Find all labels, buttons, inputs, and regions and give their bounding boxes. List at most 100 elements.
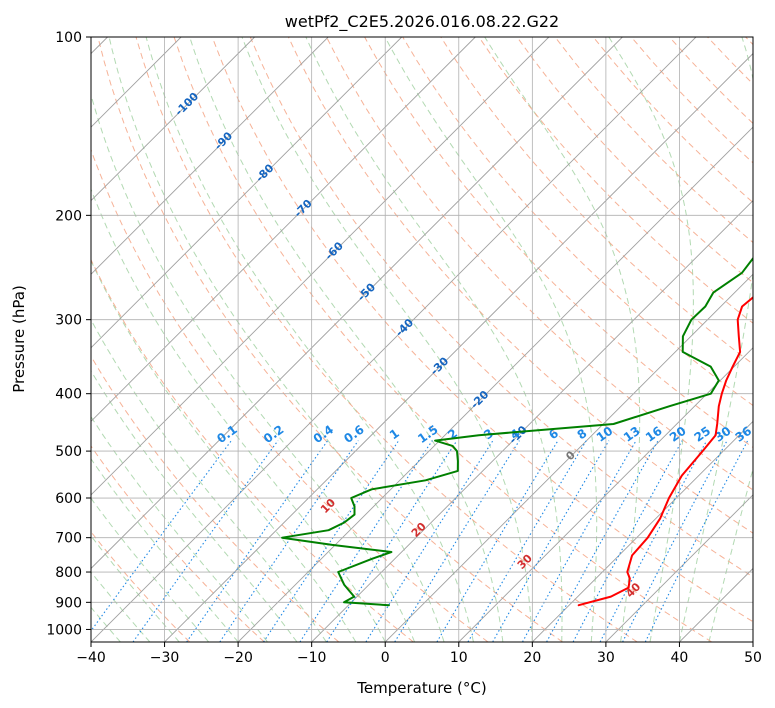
moist-adiabat-line xyxy=(241,37,533,642)
isotherm-label: -50 xyxy=(355,280,378,303)
moist-adiabat-line xyxy=(91,457,239,642)
moist-adiabat-line xyxy=(108,37,445,642)
mixing-ratio-line xyxy=(394,440,520,642)
isotherm-label: -80 xyxy=(253,161,276,184)
isotherm-line xyxy=(164,52,753,642)
isotherm-line xyxy=(752,641,753,642)
isotherm-line xyxy=(237,126,753,642)
dry-adiabat-line xyxy=(669,37,753,125)
dry-adiabat-line xyxy=(173,37,713,642)
mixing-ratio-line xyxy=(599,440,708,642)
x-tick-label: 0 xyxy=(381,650,390,666)
moist-adiabat-line xyxy=(145,37,474,642)
isotherm-line xyxy=(679,567,753,642)
isotherm-label: -60 xyxy=(323,239,346,262)
mixing-ratio-label: 16 xyxy=(643,424,665,445)
isotherm-label: -20 xyxy=(468,388,491,411)
mixing-ratio-line xyxy=(467,440,587,642)
isotherm-line xyxy=(91,37,403,349)
dry-adiabat-line xyxy=(516,37,753,284)
isotherm-line xyxy=(532,420,753,642)
moist-adiabat-line xyxy=(484,37,641,642)
mixing-ratio-line xyxy=(299,440,433,642)
x-axis-label: Temperature (°C) xyxy=(356,679,486,697)
dry-adiabat-line xyxy=(440,37,753,365)
dry-adiabat-line xyxy=(91,148,489,642)
dry-adiabat-line xyxy=(91,445,265,642)
mixing-ratio-label: 0.6 xyxy=(341,422,366,446)
moist-adiabat-line xyxy=(384,37,598,642)
x-tick-label: 10 xyxy=(450,650,468,666)
dry-adiabat-line xyxy=(135,37,638,642)
mixing-ratio-line xyxy=(91,440,232,632)
mixing-ratio-label: 1 xyxy=(387,426,402,442)
moist-adiabat-line xyxy=(305,37,563,642)
mixing-ratio-line xyxy=(572,440,683,642)
y-tick-label: 1000 xyxy=(46,622,82,638)
skewed-isotherms xyxy=(91,37,753,642)
isotherm-line xyxy=(605,494,753,642)
profile-series xyxy=(281,256,753,607)
y-tick-label: 300 xyxy=(55,313,82,329)
x-tick-label: −30 xyxy=(150,650,180,666)
dry-adiabat-line xyxy=(249,37,753,578)
isotherm-line xyxy=(384,273,753,642)
mixing-ratio-line xyxy=(644,440,749,642)
x-tick-label: −10 xyxy=(297,650,327,666)
y-tick-label: 100 xyxy=(55,30,82,46)
moist-adiabat-line xyxy=(608,37,694,642)
moist-adiabat-line xyxy=(91,415,268,642)
mixing-ratio-label: 0.2 xyxy=(261,422,286,446)
y-tick-label: 800 xyxy=(55,565,82,581)
y-axis-label: Pressure (hPa) xyxy=(10,285,28,393)
moist-adiabat-line xyxy=(189,37,504,642)
mixing-ratio-lines xyxy=(91,440,749,642)
mixing-ratio-line xyxy=(132,440,279,642)
moist-adiabat-line xyxy=(708,467,753,642)
x-tick-label: 50 xyxy=(744,650,762,666)
dry-adiabats xyxy=(91,37,753,642)
mixing-ratio-line xyxy=(436,440,559,642)
mixing-ratio-line xyxy=(546,440,659,642)
dry-adiabat-line xyxy=(478,37,753,324)
mixing-ratio-line xyxy=(492,440,610,642)
dry-adiabat-line xyxy=(326,37,753,491)
mixing-ratio-label: 36 xyxy=(733,424,755,445)
moist-adiabat-line xyxy=(91,369,298,642)
x-tick-label: −20 xyxy=(223,650,253,666)
isotherm-line xyxy=(91,37,623,570)
dry-adiabat-line xyxy=(211,37,753,623)
mixing-ratio-label: 0.1 xyxy=(214,422,239,446)
y-axis-ticks: 100 200 300 400 500 600 700 800 900 1000 xyxy=(46,30,91,638)
y-tick-label: 400 xyxy=(55,387,82,403)
dry-adiabat-line xyxy=(554,37,753,244)
mixing-ratio-line xyxy=(263,440,400,642)
isotherm-line xyxy=(91,37,329,275)
grid-lines xyxy=(91,37,753,642)
mixing-ratio-label: 10 xyxy=(594,424,616,445)
x-tick-label: −40 xyxy=(76,650,106,666)
mixing-ratio-line xyxy=(365,440,494,642)
x-tick-label: 40 xyxy=(671,650,689,666)
mixing-ratio-line xyxy=(219,440,359,642)
isotherm-line xyxy=(91,37,255,202)
mixing-ratio-label: 1.5 xyxy=(415,422,440,446)
isotherm-label: -30 xyxy=(428,354,451,377)
dry-adiabat-line xyxy=(745,37,753,46)
y-tick-label: 700 xyxy=(55,531,82,547)
isotherm-label: -100 xyxy=(172,90,201,119)
y-tick-label: 900 xyxy=(55,595,82,611)
y-tick-label: 200 xyxy=(55,208,82,224)
plot-area: -100-90-80-70-60-50-40-30-20-1000.1 0.2 0.… xyxy=(91,37,755,642)
y-tick-label: 500 xyxy=(55,444,82,460)
moist-adiabat-line xyxy=(91,318,327,642)
moist-adiabat-line xyxy=(91,535,180,642)
dry-adiabat-line xyxy=(97,37,563,642)
isopleth-labels: -100-90-80-70-60-50-40-30-20-1000.1 0.2 0.… xyxy=(172,90,755,601)
dry-adiabat-line xyxy=(91,531,191,642)
x-tick-label: 30 xyxy=(597,650,615,666)
dry-adiabat-line xyxy=(91,258,414,642)
moist-adiabat-line xyxy=(91,188,386,642)
mixing-ratio-line xyxy=(326,440,458,642)
